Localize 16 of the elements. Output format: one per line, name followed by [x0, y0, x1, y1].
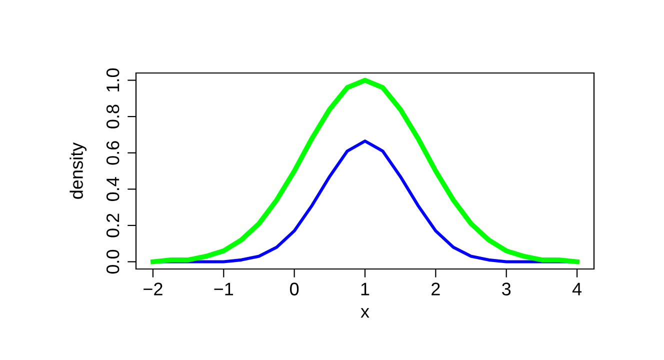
line-series [150, 78, 580, 264]
x-axis-title: x [360, 308, 370, 318]
x-tick-label: −1 [214, 282, 234, 296]
y-tick-label: 0.8 [106, 104, 120, 128]
x-tick-label: 2 [432, 282, 440, 296]
y-tick-label: 1.0 [106, 68, 120, 92]
x-tick-label: 4 [572, 282, 582, 296]
x-tick-label: 3 [502, 282, 511, 296]
y-tick-label: 0.2 [106, 214, 120, 238]
y-tick-label: 0.4 [106, 177, 120, 201]
y-axis-title: density [70, 142, 87, 199]
y-tick-label: 0.0 [106, 250, 120, 274]
x-tick-label: 0 [290, 282, 299, 296]
y-tick-label: 0.6 [106, 141, 120, 165]
x-tick-label: 1 [361, 282, 370, 296]
x-tick-label: −2 [144, 282, 162, 296]
